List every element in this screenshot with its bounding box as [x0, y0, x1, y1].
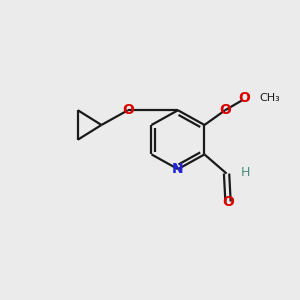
Text: CH₃: CH₃	[260, 94, 280, 103]
Text: H: H	[241, 167, 250, 179]
Text: N: N	[172, 162, 184, 176]
Text: O: O	[219, 103, 231, 117]
Text: O: O	[238, 92, 250, 106]
Text: O: O	[222, 194, 234, 208]
Text: O: O	[122, 103, 134, 117]
